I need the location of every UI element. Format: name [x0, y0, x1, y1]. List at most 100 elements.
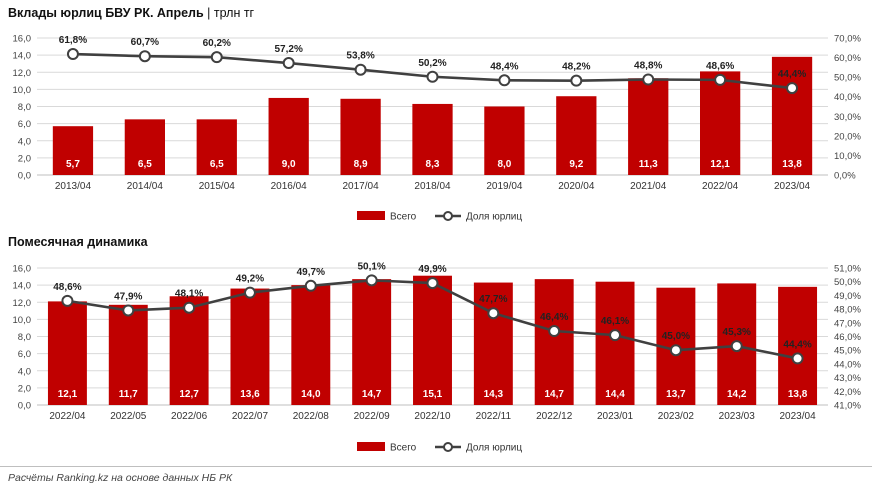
- footnote: Расчёты Ranking.kz на основе данных НБ Р…: [8, 472, 233, 484]
- header-title: Вклады юрлиц БВУ РК. Апрель | трлн тг: [8, 6, 254, 20]
- bar: [628, 78, 669, 175]
- monthly-chart-title: Помесячная динамика: [8, 235, 148, 249]
- line-point: [66, 48, 79, 61]
- line-point: [122, 304, 135, 317]
- line-point: [183, 301, 196, 314]
- y2-tick-label: 10,0%: [834, 151, 861, 162]
- x-tick-label: 2023/03: [719, 411, 756, 422]
- x-tick-label: 2022/10: [414, 411, 451, 422]
- y-tick-label: 10,0: [13, 85, 32, 96]
- y2-tick-label: 42,0%: [834, 387, 861, 398]
- line-value-label: 53,8%: [346, 51, 374, 62]
- legend-line-marker: [443, 211, 453, 221]
- y2-tick-label: 60,0%: [834, 53, 861, 64]
- bar-value-label: 13,6: [240, 389, 260, 400]
- x-tick-label: 2023/02: [658, 411, 695, 422]
- bar: [412, 103, 453, 175]
- bar-value-label: 8,9: [354, 159, 368, 170]
- y2-tick-label: 20,0%: [834, 131, 861, 142]
- bar-value-label: 15,1: [423, 389, 443, 400]
- bar: [473, 282, 513, 405]
- y2-tick-label: 43,0%: [834, 373, 861, 384]
- bar-value-label: 13,8: [782, 159, 802, 170]
- x-tick-label: 2014/04: [127, 181, 164, 192]
- legend-line-marker: [443, 442, 453, 452]
- bar-value-label: 14,7: [544, 389, 564, 400]
- bar: [534, 279, 574, 405]
- line-value-label: 46,4%: [540, 312, 568, 323]
- x-tick-label: 2022/08: [293, 411, 330, 422]
- legend-line-label: Доля юрлиц: [466, 443, 522, 454]
- y-tick-label: 14,0: [13, 51, 32, 62]
- bar: [230, 288, 270, 405]
- x-tick-label: 2021/04: [630, 181, 667, 192]
- y-tick-label: 14,0: [13, 281, 32, 292]
- y2-tick-label: 30,0%: [834, 112, 861, 123]
- bar-value-label: 13,7: [666, 389, 686, 400]
- line-point: [304, 279, 317, 292]
- header-title-text: Вклады юрлиц БВУ РК. Апрель: [8, 6, 204, 20]
- x-tick-label: 2020/04: [558, 181, 595, 192]
- x-tick-label: 2019/04: [486, 181, 523, 192]
- y-tick-label: 4,0: [18, 366, 31, 377]
- y-tick-label: 4,0: [18, 136, 31, 147]
- x-tick-label: 2023/04: [774, 181, 811, 192]
- y-tick-label: 0,0: [18, 401, 31, 412]
- x-tick-label: 2016/04: [271, 181, 308, 192]
- line-point: [61, 294, 74, 307]
- bar-value-label: 14,2: [727, 389, 747, 400]
- line-value-label: 50,1%: [357, 261, 385, 272]
- line-value-label: 44,4%: [783, 339, 811, 350]
- line-point: [609, 329, 622, 342]
- bar: [700, 71, 741, 175]
- footnote-divider: [0, 466, 872, 467]
- bar-value-label: 13,8: [788, 389, 808, 400]
- legend-line-label: Доля юрлиц: [466, 212, 522, 223]
- y2-tick-label: 0,0%: [834, 171, 856, 182]
- line-value-label: 60,2%: [203, 38, 231, 49]
- x-tick-label: 2017/04: [343, 181, 380, 192]
- line-point: [426, 70, 439, 83]
- line-value-label: 48,6%: [53, 282, 81, 293]
- line-point: [243, 286, 256, 299]
- line-point: [210, 51, 223, 64]
- y-tick-label: 2,0: [18, 153, 31, 164]
- bar: [291, 285, 331, 405]
- x-tick-label: 2022/07: [232, 411, 269, 422]
- y-tick-label: 8,0: [18, 332, 31, 343]
- y2-tick-label: 49,0%: [834, 291, 861, 302]
- line-value-label: 49,9%: [418, 264, 446, 275]
- bar-value-label: 6,5: [210, 159, 224, 170]
- bar-value-label: 9,2: [569, 159, 583, 170]
- bar-value-label: 12,7: [179, 389, 199, 400]
- bar: [352, 279, 392, 405]
- monthly-chart: 0,0 2,0 4,0 6,0 8,0 10,0 12,0 14,0 16,0 41,0% 42,0…: [13, 261, 862, 454]
- y2-tick-label: 50,0%: [834, 73, 861, 84]
- bar-value-label: 8,0: [497, 159, 511, 170]
- legend-bar-label: Всего: [390, 212, 417, 223]
- y2-tick-label: 70,0%: [834, 34, 861, 45]
- line-value-label: 49,2%: [236, 274, 264, 285]
- bar: [47, 301, 87, 405]
- bar: [771, 56, 813, 175]
- y-tick-label: 6,0: [18, 119, 31, 130]
- legend-bar-swatch: [357, 442, 385, 451]
- x-tick-label: 2022/06: [171, 411, 208, 422]
- y-tick-label: 12,0: [13, 298, 32, 309]
- line-point: [426, 277, 439, 290]
- bar: [413, 275, 452, 405]
- y2-tick-label: 46,0%: [834, 332, 861, 343]
- line-value-label: 57,2%: [275, 44, 303, 55]
- line-value-label: 61,8%: [59, 35, 87, 46]
- line-value-label: 48,1%: [175, 289, 203, 300]
- bar-value-label: 11,7: [119, 389, 138, 400]
- y-tick-label: 10,0: [13, 315, 32, 326]
- bar-value-label: 14,7: [362, 389, 382, 400]
- y2-tick-label: 45,0%: [834, 346, 861, 357]
- bar: [556, 96, 597, 175]
- bar-value-label: 6,5: [138, 159, 152, 170]
- line-value-label: 46,1%: [601, 316, 629, 327]
- bar-value-label: 8,3: [426, 159, 440, 170]
- header-unit: трлн тг: [213, 6, 255, 20]
